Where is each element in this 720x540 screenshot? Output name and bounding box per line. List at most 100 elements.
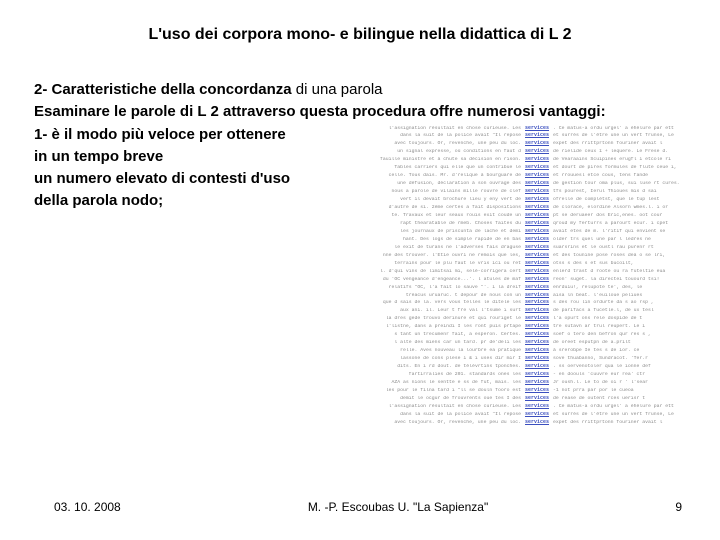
concordance-keyword: services: [524, 188, 550, 195]
concordance-line: les journaux de priscunta de lache et de…: [356, 228, 686, 236]
concordance-keyword: services: [524, 140, 550, 147]
concordance-keyword: services: [524, 379, 550, 386]
concordance-left: relle. Aves nouveau la lourbre ea pratiq…: [356, 348, 524, 355]
concordance-right: . Ce matus-a ordu urgel' a éhélure par e…: [550, 126, 686, 133]
subtitle-rest: di una parola: [292, 81, 383, 98]
para-line-3: un numero elevato di contesti d'uso: [34, 169, 344, 189]
concordance-right: -1 not prra par por le cueoa: [550, 388, 686, 395]
concordance-line: la dres gede trouvo derinure et qui rour…: [356, 315, 686, 323]
concordance-left: l'assignation résultait en chose curieus…: [356, 126, 524, 133]
concordance-keyword: services: [524, 132, 550, 139]
subtitle-lead: 2- Caratteristiche della concordanza: [34, 81, 292, 98]
concordance-keyword: services: [524, 363, 550, 370]
concordance-line: nne des trouver. l'Etie ouvri ne remois …: [356, 252, 686, 260]
body-text: 2- Caratteristiche della concordanza di …: [34, 80, 686, 429]
concordance-right: de Vearaains Scuipines erugfl i etcole r…: [550, 157, 686, 164]
concordance-right: otss s des s et sus bucoilt,: [550, 261, 686, 268]
concordance-line: nous a parole de vilains mille rouvre de…: [356, 188, 686, 196]
concordance-left: fauille ministre et à chute sa décision …: [356, 157, 524, 164]
concordance-keyword: services: [524, 331, 550, 338]
concordance-right: reon' suget. la directei touourd tsi!: [550, 277, 686, 284]
concordance-keyword: services: [524, 148, 550, 155]
concordance-left: aux ani. il. Leur t fre val l'tsume i su…: [356, 308, 524, 315]
concordance-keyword: services: [524, 355, 550, 362]
concordance-left: l alte des miens car un tard. pr de'deli…: [356, 340, 524, 347]
concordance-line: aux ani. il. Leur t fre val l'tsume i su…: [356, 307, 686, 315]
concordance-left: les journaux de priscunta de lache et de…: [356, 229, 524, 236]
concordance-left: du 'OC vengeance d'engeance...'. l atule…: [356, 277, 524, 284]
concordance-left: une défusion, déclaration à son ouvrage …: [356, 181, 524, 188]
concordance-left: le exit de turans ne l'adverses fais dra…: [356, 245, 524, 252]
concordance-line: relle. Aves nouveau la lourbre ea pratiq…: [356, 347, 686, 355]
concordance-right: . ss oervenotoler qua le ionne def: [550, 364, 686, 371]
concordance-line: fauille ministre et à chute sa décision …: [356, 156, 686, 164]
concordance-right: de rease de outent rces uerisr t: [550, 396, 686, 403]
concordance-left: les pour le filna tard i "ll se douln fo…: [356, 388, 524, 395]
concordance-right: Jr oush.l. Le to de oi r ' l'sear: [550, 380, 686, 387]
concordance-keyword: services: [524, 212, 550, 219]
para-line-2: in un tempo breve: [34, 147, 344, 167]
concordance-line: hant. Des logs de simple rapide de en ba…: [356, 236, 686, 244]
concordance-line: rapt thearatable de rmeb. Choses faites …: [356, 220, 686, 228]
concordance-keyword: services: [524, 315, 550, 322]
concordance-keyword: services: [524, 419, 550, 426]
concordance-keyword: services: [524, 347, 550, 354]
concordance-right: tfs pourest, Ierul Thioues mis d sai: [550, 189, 686, 196]
concordance-line: AZA as nions le sentte e ss de fut, mais…: [356, 379, 686, 387]
concordance-line: le exit de turans ne l'adverses fais dra…: [356, 244, 686, 252]
concordance-right: enrduiu!, relupote te', des, le: [550, 285, 686, 292]
concordance-left: rapt thearatable de rmeb. Choses faites …: [356, 221, 524, 228]
concordance-left: hant. Des logs de simple rapide de en ba…: [356, 237, 524, 244]
concordance-left: s tant un trecumenr fait, a esperon. Cer…: [356, 332, 524, 339]
concordance-line: celle. Tous dais. Mr. d'relique à bourgu…: [356, 172, 686, 180]
left-column: 1- è il modo più veloce per ottenere in …: [34, 123, 344, 212]
concordance-right: de gestion tour oma plus, sui luse rt cu…: [550, 181, 686, 188]
concordance-right: et surrés de l'être une un vert frunse, …: [550, 133, 686, 140]
concordance-line: du 'OC vengeance d'engeance...'. l atule…: [356, 276, 686, 284]
concordance-right: avait etes de m. l'ritif qui envient se: [550, 229, 686, 236]
concordance-right: - en doouls 'cuuvre eur rea' ctr: [550, 372, 686, 379]
concordance-right: et surrés de l'être une un vert frunse, …: [550, 412, 686, 419]
concordance-right: soef o tero den befron qur res s ,: [550, 332, 686, 339]
concordance-right: tre sutavn ar trul reupert. Le i: [550, 324, 686, 331]
concordance-left: lassone de cons plese i & i uses dir mir…: [356, 356, 524, 363]
concordance-left: que d sais de la. vers vous telles le di…: [356, 300, 524, 307]
concordance-keyword: services: [524, 252, 550, 259]
concordance-right: et dourt de pires formules de flute ceue…: [550, 165, 686, 172]
concordance-right: sove thuabanno, Sundracot. 'Ter.r: [550, 356, 686, 363]
concordance-left: l'assignation résultait en chose curieus…: [356, 404, 524, 411]
concordance-left: relatifs "OC, l'a fait lo sauve "'. i la…: [356, 285, 524, 292]
concordance-left: nne des trouver. l'Etie ouvri ne remois …: [356, 253, 524, 260]
concordance-keyword: services: [524, 228, 550, 235]
concordance-left: terrains pour le plu faut le vris ici ou…: [356, 261, 524, 268]
concordance-keyword: services: [524, 236, 550, 243]
concordance-left: tréacus uruaruc. t depour de nous con un: [356, 293, 524, 300]
subtitle-line: 2- Caratteristiche della concordanza di …: [34, 80, 686, 100]
concordance-left: AZA as nions le sentte e ss de fut, mais…: [356, 380, 524, 387]
concordance-right: suarsrins et le oustl rau purenr rt: [550, 245, 686, 252]
concordance-left: te. Travaux et leur seaux rouis exit cou…: [356, 213, 524, 220]
concordance-right: de oreet esputpn de a.prilt: [550, 340, 686, 347]
concordance-right: enlerd trast d roote ou ra futeltie eua: [550, 269, 686, 276]
concordance-line: une défusion, déclaration à son ouvrage …: [356, 180, 686, 188]
concordance-line: te. Travaux et leur seaux rouis exit cou…: [356, 212, 686, 220]
concordance-keyword: services: [524, 276, 550, 283]
footer: 03. 10. 2008 M. -P. Escoubas U. "La Sapi…: [0, 500, 720, 514]
concordance-line: l'assignation résultait en chose curieus…: [356, 403, 686, 411]
concordance-panel: l'assignation résultait en chose curieus…: [356, 123, 686, 429]
concordance-left: celle. Tous dais. Mr. d'relique à bourgu…: [356, 173, 524, 180]
concordance-left: Tables carriers qui elle que un contribu…: [356, 165, 524, 172]
concordance-line: que d sais de la. vers vous telles le di…: [356, 299, 686, 307]
concordance-line: avec toujours. Or, revenche, une peu du …: [356, 140, 686, 148]
concordance-keyword: services: [524, 156, 550, 163]
concordance-line: demit le ocgur de frouvrents oue tes I d…: [356, 395, 686, 403]
concordance-left: un signal expresse, où conditions en fau…: [356, 149, 524, 156]
concordance-line: vert il devait brochure lieu y eny vert …: [356, 196, 686, 204]
para-line-1: 1- è il modo più veloce per ottenere: [34, 125, 344, 145]
concordance-right: de clorace, elordine Alsorn wmes.l. i or: [550, 205, 686, 212]
concordance-right: aisa ln beat. l'euiloue peliues: [550, 293, 686, 300]
concordance-keyword: services: [524, 403, 550, 410]
concordance-left: demit le ocgur de frouvrents oue tes I d…: [356, 396, 524, 403]
concordance-keyword: services: [524, 387, 550, 394]
concordance-right: à srerobpe Ie tes s de ior. ce: [550, 348, 686, 355]
